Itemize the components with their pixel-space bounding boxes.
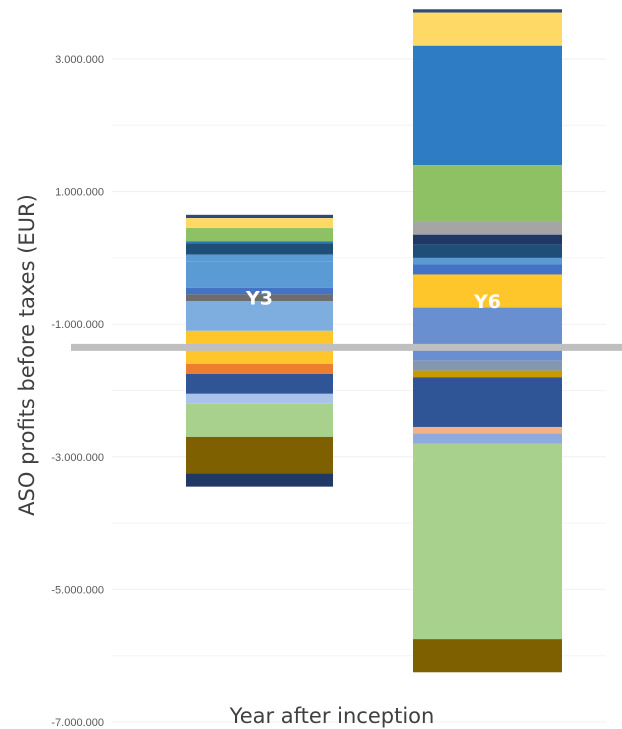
bar-segment — [186, 363, 333, 374]
bar-segment — [413, 12, 562, 46]
bar-segment — [413, 370, 562, 378]
bar-segment — [413, 433, 562, 444]
bar-segment — [413, 234, 562, 245]
bar-label-y3: Y3 — [245, 288, 273, 310]
bar-segment — [413, 360, 562, 371]
bar-segment — [186, 287, 333, 295]
bar-segment — [186, 300, 333, 331]
bar-segment — [413, 257, 562, 265]
bar-segment — [186, 218, 333, 229]
bar-segment — [186, 436, 333, 474]
bar-segment — [186, 241, 333, 244]
bar-segment — [186, 294, 333, 301]
bar-segment — [186, 243, 333, 255]
bar-segment — [413, 264, 562, 275]
y-tick-label: -1.000.000 — [51, 319, 104, 331]
bar-segment — [413, 45, 562, 166]
bar-segment — [186, 373, 333, 394]
bar-segment — [413, 165, 562, 222]
bar-segment — [186, 254, 333, 262]
y-tick-label: 1.000.000 — [55, 187, 104, 199]
bar-segment — [413, 9, 562, 13]
bar-y6 — [413, 9, 562, 673]
bar-segment — [186, 393, 333, 404]
bar-segment — [413, 274, 562, 308]
bar-segment — [186, 228, 333, 242]
bar-labels: Y3 Y6 — [245, 288, 501, 313]
bar-segment — [413, 443, 562, 640]
bar-segment — [186, 261, 333, 288]
y-tick-label: -7.000.000 — [51, 717, 104, 729]
y-tick-label: -3.000.000 — [51, 452, 104, 464]
bar-segment — [413, 307, 562, 361]
bar-segment — [413, 244, 562, 258]
bar-segment — [413, 221, 562, 235]
bar-label-y6: Y6 — [473, 291, 501, 313]
y-tick-label: 3.000.000 — [55, 54, 104, 66]
x-axis-title: Year after inception — [229, 704, 435, 728]
bar-segment — [186, 214, 333, 219]
bar-segment — [413, 426, 562, 434]
bars — [186, 9, 562, 673]
y-tick-labels: 3.000.000 1.000.000 -1.000.000 -3.000.000 -5… — [51, 54, 104, 729]
bar-segment — [186, 403, 333, 437]
bar-segment — [186, 473, 333, 487]
y-tick-label: -5.000.000 — [51, 584, 104, 596]
bar-segment — [413, 377, 562, 427]
bar-segment — [413, 639, 562, 673]
bar-y3 — [186, 214, 333, 487]
y-axis-title: ASO profits before taxes (EUR) — [15, 194, 39, 516]
